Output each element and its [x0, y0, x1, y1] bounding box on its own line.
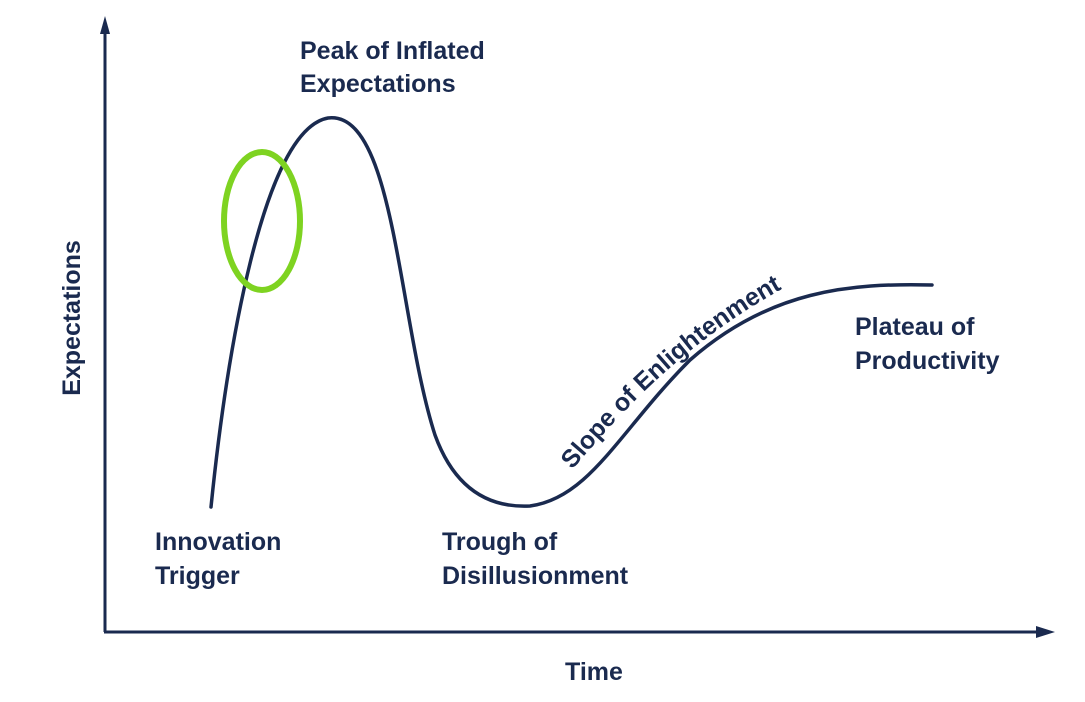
- innovation-trigger-label: Innovation Trigger: [155, 528, 288, 590]
- x-axis-label: Time: [565, 658, 623, 686]
- slope-label-path: Slope of Enlightenment: [555, 269, 785, 473]
- peak-label-line-1: Peak of Inflated: [300, 37, 485, 65]
- trough-label-line-2: Disillusionment: [442, 562, 629, 590]
- plateau-label-line-1: Plateau of: [855, 313, 975, 341]
- innovation-trigger-line-2: Trigger: [155, 562, 240, 590]
- trough-label: Trough of Disillusionment: [442, 528, 629, 590]
- plateau-label-line-2: Productivity: [855, 347, 1000, 375]
- highlight-ellipse: [221, 149, 303, 293]
- trough-label-line-1: Trough of: [442, 528, 558, 556]
- y-axis-arrowhead: [100, 16, 110, 34]
- y-axis-label: Expectations: [58, 240, 86, 396]
- innovation-trigger-line-1: Innovation: [155, 528, 281, 556]
- hype-curve: [209, 116, 934, 509]
- x-axis-arrowhead: [1036, 626, 1055, 638]
- peak-label: Peak of Inflated Expectations: [300, 37, 492, 98]
- plateau-label: Plateau of Productivity: [855, 313, 1000, 375]
- peak-label-line-2: Expectations: [300, 70, 456, 98]
- slope-label: Slope of Enlightenment: [555, 269, 785, 473]
